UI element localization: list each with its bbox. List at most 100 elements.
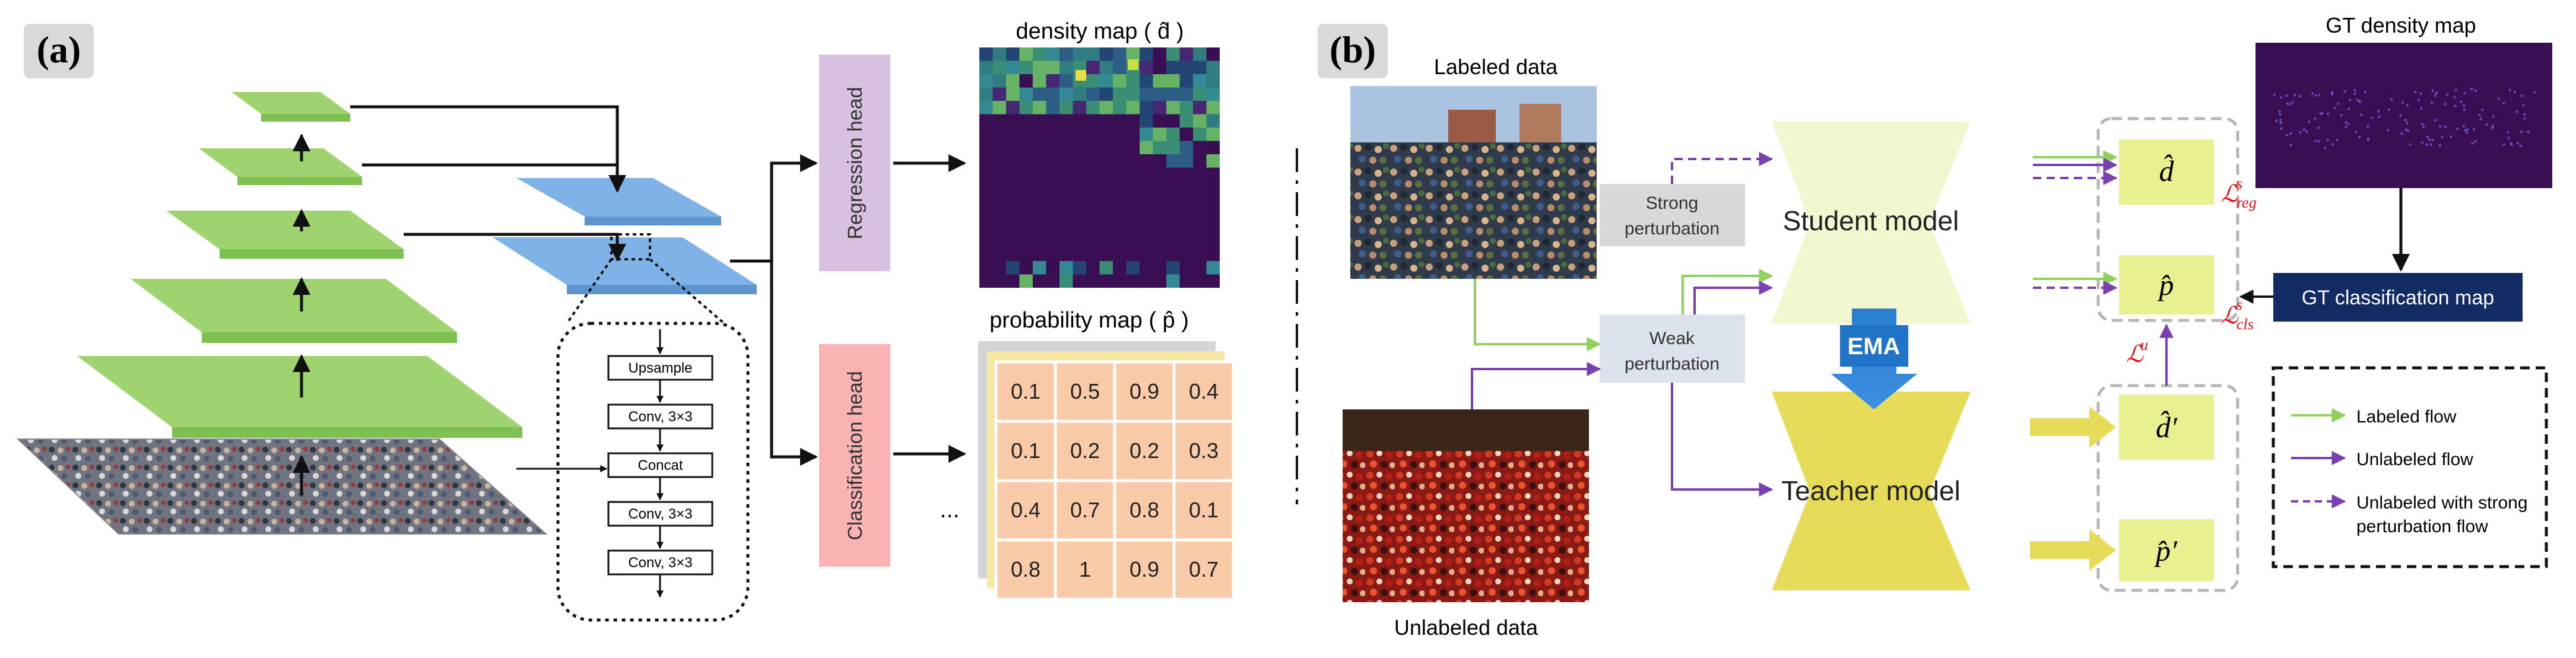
gt-dot (2289, 144, 2292, 147)
density-cell (1179, 87, 1193, 101)
p-hat-prime-box (2119, 519, 2214, 581)
density-cell (1166, 74, 1180, 88)
prob-cell-value: 0.9 (1130, 379, 1159, 403)
density-cell (1193, 47, 1207, 61)
panel-a-label: (a) (37, 28, 81, 71)
density-cell (1206, 87, 1220, 101)
legend-strong-label-1: Unlabeled with strong (2356, 493, 2528, 513)
fusion-step-label: Upsample (628, 360, 692, 376)
density-cell (1140, 141, 1153, 154)
prob-cell (1054, 360, 1116, 423)
prob-cell-value: 0.1 (1011, 379, 1040, 403)
density-cell (1033, 61, 1046, 74)
gt-density-map (2255, 43, 2552, 188)
p-hat-label: p̂ (2158, 268, 2174, 301)
gt-dot (2377, 110, 2380, 113)
unlabeled-image-top (1343, 409, 1589, 451)
density-cell (1099, 74, 1113, 88)
prob-cell-value: 1 (1079, 557, 1091, 581)
pyramid-layer-1 (77, 356, 522, 427)
gt-dot (2464, 129, 2467, 132)
density-cell (1113, 61, 1127, 74)
gt-dot (2274, 119, 2278, 122)
gt-dot (2345, 121, 2347, 124)
gt-dot (2441, 135, 2444, 138)
gt-dot (2279, 113, 2282, 116)
prob-cell-value: 0.7 (1070, 498, 1100, 522)
fpn-layer-top (516, 178, 721, 217)
density-cell (1179, 74, 1193, 88)
gt-dot (2330, 93, 2334, 96)
density-cell (1046, 74, 1059, 88)
gt-classification-label: GT classification map (2302, 287, 2494, 309)
svg-text:reg: reg (2236, 194, 2257, 211)
gt-dot (2317, 126, 2320, 129)
density-cell (1206, 261, 1220, 275)
gt-dot (2404, 119, 2407, 122)
density-peak (1128, 59, 1138, 70)
gt-dot (2431, 101, 2434, 104)
density-cell (1006, 74, 1020, 88)
gt-dot (2431, 139, 2434, 142)
density-cell (1073, 261, 1086, 275)
density-cell (1153, 74, 1166, 88)
labeled-data-label: Labeled data (1434, 55, 1558, 79)
gt-dot (2462, 125, 2466, 128)
gt-dot (2353, 93, 2356, 96)
gt-dot (2279, 119, 2282, 122)
prob-map-ellipsis: ... (940, 497, 959, 523)
density-cell (992, 87, 1006, 101)
density-peak (1076, 70, 1086, 81)
gt-dot (2337, 102, 2340, 105)
gt-dot (2333, 106, 2336, 110)
fusion-steps: Upsample Conv, 3×3 Concat Conv, 3×3 Conv, 3×… (607, 329, 713, 598)
p-hat-prime-label: p̂′ (2154, 534, 2178, 567)
gt-dot (2347, 107, 2350, 110)
density-cell (1086, 87, 1100, 101)
density-cell (979, 87, 993, 101)
gt-dot (2370, 116, 2373, 119)
density-cell (1006, 61, 1020, 74)
weak-perturbation-box (1600, 314, 1745, 383)
gt-dot (2463, 104, 2466, 107)
gt-dot (2533, 91, 2536, 94)
teacher-p-arrow (2030, 529, 2116, 571)
d-hat-prime-label: d̂′ (2156, 410, 2178, 444)
density-cell (1166, 141, 1180, 154)
gt-dot (2429, 143, 2432, 146)
gt-dot (2463, 91, 2466, 94)
head-connections (730, 154, 966, 466)
gt-dot (2502, 143, 2505, 146)
prob-cell-value: 0.9 (1130, 557, 1159, 581)
gt-dot (2420, 107, 2423, 110)
gt-dot (2431, 89, 2434, 93)
gt-dot (2492, 115, 2495, 118)
density-cell (1166, 154, 1180, 168)
density-cell (1073, 87, 1086, 101)
d-hat-label: d̂ (2159, 154, 2175, 187)
density-cell (1126, 261, 1140, 275)
pyramid-layer-3 (166, 211, 404, 249)
gt-dot (2470, 87, 2473, 91)
gt-dot (2326, 139, 2330, 142)
gt-dot (2428, 138, 2431, 141)
weak-perturbation-line1: Weak (1649, 329, 1695, 348)
density-cell (1179, 114, 1193, 128)
gt-dot (2523, 113, 2526, 116)
density-cell (1046, 61, 1059, 74)
fusion-step-box (607, 549, 713, 576)
density-map-cells (979, 47, 1220, 288)
gt-dot (2390, 97, 2393, 101)
unsup-loss-label: ℒ u (2126, 336, 2148, 367)
gt-dot (2444, 125, 2447, 129)
density-cell (1140, 114, 1153, 128)
gt-dot (2419, 92, 2423, 96)
prob-cell (1113, 538, 1176, 601)
density-cell (1086, 47, 1100, 61)
pyramid-layer-5 (231, 92, 350, 114)
density-cell (1019, 101, 1033, 115)
density-cell (1140, 61, 1153, 74)
gt-dot (2520, 130, 2523, 133)
legend-labeled-label: Labeled flow (2356, 407, 2457, 427)
density-cell (992, 74, 1006, 88)
